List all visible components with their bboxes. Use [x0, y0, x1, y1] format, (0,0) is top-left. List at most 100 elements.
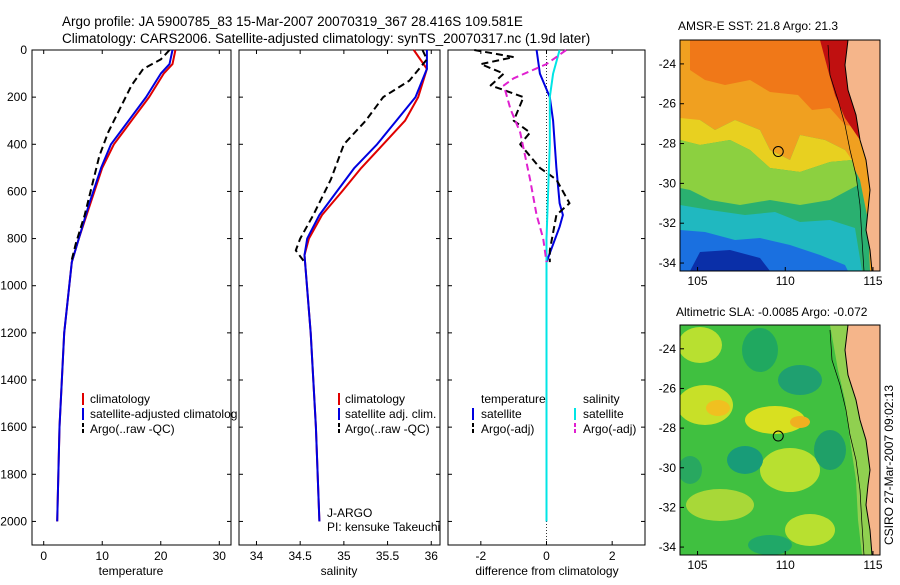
map-y-tick-label: -24: [659, 57, 677, 71]
sla-argo-location-marker: [772, 430, 784, 442]
legend-label-climatology: climatology: [345, 392, 405, 406]
map-x-tick-label: 115: [863, 274, 882, 288]
map-y-tick-label: -26: [659, 97, 677, 111]
series-line-salinity-satellite: [545, 49, 561, 522]
x-tick-label: 36: [425, 549, 439, 563]
float-pi-label: PI: kensuke Takeuchi: [327, 520, 440, 534]
y-tick-label: 1600: [0, 420, 27, 434]
sla-map: [680, 325, 880, 555]
sst-land: [845, 40, 880, 271]
sst-argo-location-marker: [772, 146, 784, 158]
sla-high-blob: [680, 327, 722, 363]
legend-label-temp-satellite: satellite: [481, 407, 522, 421]
sla-coastline: [844, 325, 873, 555]
legend-label-satellite-adj: satellite adj. clim.: [345, 407, 436, 421]
x-axis-label: temperature: [99, 564, 164, 578]
x-tick-label: 34.5: [288, 549, 312, 563]
float-program-label: J-ARGO: [327, 506, 372, 520]
x-tick-label: -2: [475, 549, 486, 563]
map-y-tick-label: -30: [659, 461, 677, 475]
sla-map-axes: 105 110 115 -24 -26 -28 -30 -32 -34: [659, 342, 883, 572]
x-tick-label: 35.5: [376, 549, 400, 563]
map-y-tick-label: -34: [659, 256, 677, 270]
temperature-axes: [31, 49, 232, 546]
x-axis-label: salinity: [321, 564, 358, 578]
temperature-chart: 0 10 20 30 temperature 0 200 400 600 800 1000 1200 1…: [0, 43, 231, 578]
legend-label-sal-argo: Argo(-adj): [583, 422, 636, 436]
x-tick-label: 20: [154, 549, 168, 563]
map-x-tick-label: 115: [863, 558, 882, 572]
side-timestamp-label: CSIRO 27-Mar-2007 09:02:13: [882, 385, 896, 545]
salinity-legend: climatology satellite adj. clim. Argo(..…: [327, 392, 440, 534]
sla-land: [845, 325, 880, 555]
map-y-tick-label: -28: [659, 137, 677, 151]
legend-label-argo: Argo(..raw -QC): [90, 422, 175, 436]
y-tick-label: 1800: [0, 467, 27, 481]
sla-peak-blob: [706, 400, 730, 416]
sla-low-blob: [748, 535, 792, 555]
x-tick-label: 10: [96, 549, 110, 563]
sst-map-axes: 105 110 115 -24 -26 -28 -30 -32 -34: [659, 57, 883, 288]
x-axis-label: difference from climatology: [475, 564, 618, 578]
y-tick-label: 600: [7, 184, 27, 198]
map-x-tick-label: 110: [776, 274, 795, 288]
sla-low-blob: [778, 365, 822, 395]
map-y-tick-label: -26: [659, 381, 677, 395]
map-y-tick-label: -32: [659, 216, 677, 230]
difference-legend: temperature satellite Argo(-adj) salinit…: [472, 392, 636, 436]
sst-coastline: [844, 40, 873, 271]
legend-label-argo: Argo(..raw -QC): [345, 422, 430, 436]
series-line-argo: [294, 49, 428, 263]
x-tick-label: 34: [250, 549, 264, 563]
map-y-tick-label: -32: [659, 500, 677, 514]
sla-map-frame: [679, 324, 881, 556]
map-x-tick-label: 105: [688, 558, 708, 572]
legend-label-climatology: climatology: [90, 392, 150, 406]
series-line-argo: [70, 49, 171, 263]
sla-low-blob: [742, 328, 778, 372]
series-line-temperature-argo: [474, 49, 571, 263]
x-tick-label: 0: [543, 549, 550, 563]
legend-label-sal-satellite: satellite: [583, 407, 624, 421]
sla-high-blob: [745, 406, 805, 434]
map-y-tick-label: -28: [659, 421, 677, 435]
sla-map-title: Altimetric SLA: -0.0085 Argo: -0.072: [676, 305, 868, 319]
y-tick-label: 1200: [0, 326, 27, 340]
series-line-satellite-adjusted: [56, 49, 174, 522]
map-y-tick-label: -24: [659, 342, 677, 356]
map-y-tick-label: -34: [659, 540, 677, 554]
series-line-satellite-adjusted: [303, 50, 428, 522]
map-y-tick-label: -30: [659, 176, 677, 190]
header-line-2: Climatology: CARS2006. Satellite-adjuste…: [62, 31, 590, 46]
x-tick-label: 2: [609, 549, 616, 563]
y-tick-label: 1000: [0, 279, 27, 293]
y-tick-label: 800: [7, 232, 27, 246]
sla-high-blob: [760, 448, 820, 492]
sst-map-title: AMSR-E SST: 21.8 Argo: 21.3: [678, 19, 838, 33]
header-line-1: Argo profile: JA 5900785_83 15-Mar-2007 …: [62, 14, 523, 29]
map-x-tick-label: 110: [776, 558, 795, 572]
sla-low-blob: [814, 430, 846, 470]
y-tick-label: 2000: [0, 514, 27, 528]
sla-high-blob: [785, 514, 835, 546]
y-tick-label: 1400: [0, 373, 27, 387]
sla-high-blob: [686, 489, 754, 521]
sst-coldest-region: [690, 250, 770, 271]
sst-yellow-band: [680, 118, 852, 172]
sst-map-frame: [679, 39, 881, 272]
x-tick-label: 30: [213, 549, 227, 563]
map-x-tick-label: 105: [688, 274, 708, 288]
sla-low-blob: [727, 446, 763, 474]
sla-peak-blob: [790, 416, 810, 428]
y-tick-label: 400: [7, 137, 27, 151]
salinity-axes: [238, 49, 441, 546]
sst-map: [680, 40, 880, 271]
legend-group-salinity: salinity: [583, 392, 620, 406]
sst-shelf-contour: [827, 44, 865, 271]
sla-low-blob: [680, 456, 702, 484]
x-tick-label: 35: [337, 549, 351, 563]
sla-shelf-contour: [829, 329, 865, 555]
temperature-legend: climatology satellite-adjusted climatolo…: [82, 392, 237, 436]
